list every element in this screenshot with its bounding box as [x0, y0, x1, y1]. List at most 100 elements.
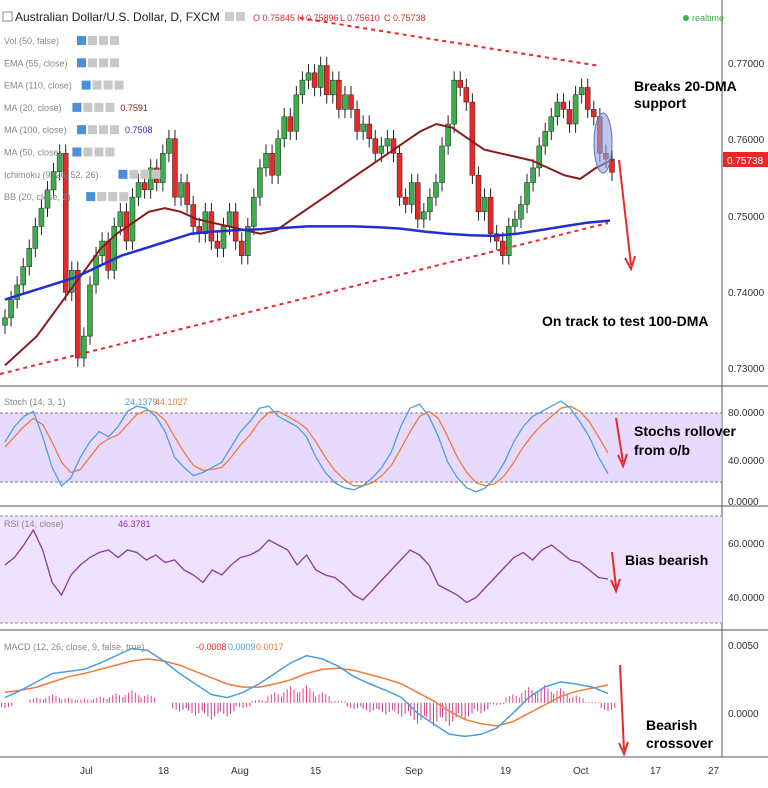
annotation-stoch-line1: Stochs rollover	[634, 423, 736, 439]
rsi-legend-label: RSI (14, close)	[4, 519, 64, 529]
annotation-macd-line1: Bearish	[646, 717, 697, 733]
candle-up	[342, 94, 348, 110]
time-tick: 15	[310, 766, 322, 777]
candle-up	[572, 94, 579, 125]
candle-down	[232, 211, 239, 242]
lock-icon	[108, 192, 118, 202]
candle-up	[299, 79, 306, 96]
collapse-icon[interactable]	[2, 11, 13, 22]
candle-down	[591, 109, 597, 117]
stoch-k-line	[4, 400, 609, 493]
rsi-arrow	[611, 551, 617, 588]
lock-icon	[99, 58, 108, 68]
legend-label: Vol (50, false)	[4, 36, 59, 46]
candle-up	[111, 226, 118, 271]
ma20-line	[4, 122, 613, 367]
legend-label: MA (50, close)	[4, 148, 62, 158]
main-legend: Vol (50, false) EMA (55, close) EMA (110, …	[4, 36, 161, 202]
candle-down	[336, 79, 342, 110]
candle-up	[81, 335, 87, 359]
lock-icon	[94, 102, 104, 112]
candle-up	[202, 211, 209, 234]
time-tick: Sep	[405, 766, 423, 777]
realtime-label: realtime	[692, 13, 724, 23]
candle-up	[439, 145, 445, 183]
candles-layer	[2, 56, 615, 367]
lock-icon	[103, 80, 113, 90]
candle-up	[8, 299, 14, 319]
candle-up	[293, 94, 300, 132]
lock-icon	[99, 36, 108, 45]
candle-up	[20, 266, 26, 286]
candle-down	[141, 182, 148, 191]
settings-icon[interactable]	[236, 12, 245, 21]
candle-up	[548, 116, 555, 132]
candle-down	[287, 116, 294, 132]
candle-up	[245, 226, 251, 256]
candle-up	[257, 167, 263, 198]
candle-down	[372, 138, 379, 154]
rsi-band	[0, 516, 722, 623]
candle-down	[366, 123, 372, 139]
candle-down	[469, 101, 476, 176]
settings-icon	[88, 58, 97, 68]
stoch-tick: 80.0000	[728, 408, 765, 419]
legend-label: EMA (110, close)	[4, 81, 72, 91]
rsi-arrowhead	[610, 578, 621, 594]
candle-down	[105, 240, 111, 271]
candle-up	[26, 248, 33, 267]
eye-icon	[86, 192, 96, 202]
lower-trendline	[0, 222, 609, 375]
macd-arrow	[619, 664, 625, 751]
settings-icon	[83, 102, 93, 112]
legend-label: Ichimoku (9, 26, 52, 26)	[4, 170, 99, 180]
macd-panel	[0, 631, 722, 757]
settings-icon	[129, 169, 139, 179]
candle-up	[360, 123, 366, 132]
close-icon	[105, 147, 115, 157]
price-arrowhead	[624, 255, 636, 272]
stoch-legend-k: 24.1379	[125, 397, 158, 407]
candle-up	[542, 131, 548, 147]
close-icon	[110, 125, 119, 135]
chart-title: Australian Dollar/U.S. Dollar, D, FXCM	[15, 10, 220, 24]
candle-down	[323, 65, 330, 96]
settings-icon	[88, 36, 97, 45]
candle-down	[487, 196, 494, 234]
time-tick: 27	[708, 766, 720, 777]
candle-up	[178, 182, 184, 198]
time-tick: Aug	[231, 766, 249, 777]
candle-down	[214, 240, 221, 249]
lock-icon	[140, 169, 150, 179]
candle-down	[609, 158, 615, 173]
candle-up	[421, 211, 427, 220]
candle-up	[275, 138, 281, 176]
macd-signal-line	[4, 658, 609, 727]
price-tick: 0.73000	[728, 364, 765, 375]
candle-down	[172, 138, 178, 198]
candle-up	[117, 211, 124, 227]
candle-down	[499, 240, 506, 256]
close-icon	[151, 169, 161, 179]
stoch-d-line	[4, 405, 609, 487]
eye-icon[interactable]	[225, 12, 234, 21]
time-tick: 19	[500, 766, 512, 777]
close-icon	[105, 102, 115, 112]
time-tick: 17	[650, 766, 662, 777]
close-icon	[114, 80, 124, 90]
time-tick: Jul	[80, 766, 93, 777]
candle-down	[208, 211, 215, 242]
rsi-tick: 40.0000	[728, 593, 765, 604]
candle-up	[305, 72, 312, 81]
candle-up	[512, 218, 518, 227]
annotation-rsi: Bias bearish	[625, 552, 708, 568]
close-icon	[119, 192, 129, 202]
ohlc-close: C 0.75738	[384, 13, 426, 23]
candle-up	[93, 255, 99, 286]
candle-up	[220, 226, 227, 249]
settings-icon	[92, 80, 102, 90]
price-tick: 0.75000	[728, 212, 765, 223]
candle-up	[445, 123, 451, 147]
stoch-arrowhead	[617, 453, 628, 469]
